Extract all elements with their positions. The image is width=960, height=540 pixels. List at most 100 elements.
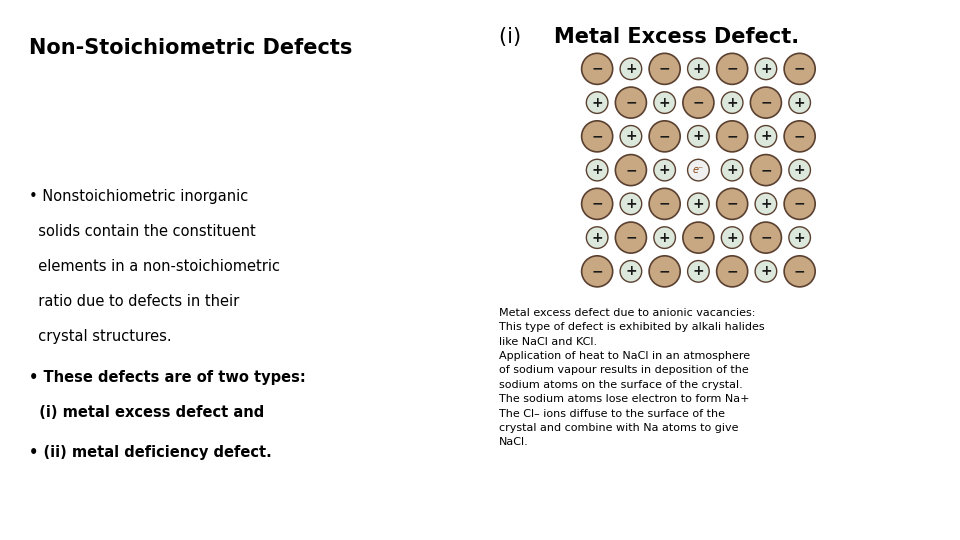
Circle shape (620, 261, 641, 282)
Text: Metal excess defect due to anionic vacancies:
This type of defect is exhibited b: Metal excess defect due to anionic vacan… (499, 308, 765, 448)
Text: +: + (659, 231, 670, 245)
Circle shape (789, 92, 810, 113)
Circle shape (756, 193, 777, 215)
Text: −: − (760, 231, 772, 245)
Circle shape (784, 53, 815, 84)
Circle shape (716, 53, 748, 84)
Text: +: + (760, 197, 772, 211)
Text: +: + (625, 265, 636, 278)
Text: +: + (727, 163, 738, 177)
Text: −: − (794, 62, 805, 76)
Circle shape (649, 188, 681, 219)
Text: −: − (659, 130, 670, 143)
Text: +: + (794, 163, 805, 177)
Text: −: − (794, 130, 805, 143)
Text: −: − (625, 96, 636, 110)
Text: +: + (692, 197, 705, 211)
Circle shape (756, 58, 777, 79)
Text: +: + (659, 163, 670, 177)
Circle shape (683, 87, 714, 118)
Circle shape (756, 126, 777, 147)
Text: −: − (727, 197, 738, 211)
Circle shape (784, 256, 815, 287)
Circle shape (620, 126, 641, 147)
Text: Non-Stoichiometric Defects: Non-Stoichiometric Defects (29, 38, 352, 58)
Circle shape (654, 159, 676, 181)
Text: −: − (760, 96, 772, 110)
Circle shape (615, 222, 646, 253)
Circle shape (587, 92, 608, 113)
Circle shape (687, 126, 709, 147)
Text: +: + (625, 62, 636, 76)
Text: +: + (727, 96, 738, 110)
Circle shape (756, 261, 777, 282)
Circle shape (721, 227, 743, 248)
Text: +: + (659, 96, 670, 110)
Text: +: + (591, 163, 603, 177)
Circle shape (721, 159, 743, 181)
Circle shape (721, 92, 743, 113)
Text: • These defects are of two types:: • These defects are of two types: (29, 370, 305, 385)
Circle shape (751, 154, 781, 186)
Circle shape (789, 227, 810, 248)
Text: −: − (659, 197, 670, 211)
Circle shape (751, 222, 781, 253)
Text: • (ii) metal deficiency defect.: • (ii) metal deficiency defect. (29, 446, 272, 461)
Circle shape (587, 227, 608, 248)
Circle shape (620, 193, 641, 215)
Circle shape (716, 121, 748, 152)
Text: −: − (727, 265, 738, 278)
Text: −: − (794, 265, 805, 278)
Circle shape (649, 121, 681, 152)
Text: +: + (625, 130, 636, 143)
Circle shape (687, 261, 709, 282)
Text: +: + (692, 265, 705, 278)
Text: −: − (591, 197, 603, 211)
Text: Metal Excess Defect.: Metal Excess Defect. (555, 27, 800, 47)
Circle shape (615, 87, 646, 118)
Text: solids contain the constituent: solids contain the constituent (29, 224, 255, 239)
Circle shape (615, 154, 646, 186)
Text: −: − (692, 231, 705, 245)
Text: +: + (692, 130, 705, 143)
Text: (i): (i) (499, 27, 528, 47)
Text: +: + (794, 231, 805, 245)
Text: −: − (727, 62, 738, 76)
Circle shape (687, 193, 709, 215)
Text: −: − (727, 130, 738, 143)
Circle shape (687, 58, 709, 79)
Text: (i) metal excess defect and: (i) metal excess defect and (29, 405, 264, 420)
Circle shape (582, 256, 612, 287)
Circle shape (687, 159, 709, 181)
Text: +: + (591, 231, 603, 245)
Circle shape (649, 53, 681, 84)
Circle shape (654, 227, 676, 248)
Circle shape (587, 159, 608, 181)
Text: +: + (727, 231, 738, 245)
Text: −: − (591, 265, 603, 278)
Circle shape (654, 92, 676, 113)
Circle shape (751, 87, 781, 118)
Text: −: − (692, 96, 705, 110)
Circle shape (582, 121, 612, 152)
Text: +: + (760, 130, 772, 143)
Text: +: + (625, 197, 636, 211)
Text: ratio due to defects in their: ratio due to defects in their (29, 294, 239, 309)
Circle shape (620, 58, 641, 79)
Text: elements in a non-stoichiometric: elements in a non-stoichiometric (29, 259, 279, 274)
Circle shape (784, 121, 815, 152)
Text: +: + (692, 62, 705, 76)
Text: −: − (625, 231, 636, 245)
Circle shape (716, 256, 748, 287)
Text: −: − (794, 197, 805, 211)
Text: −: − (591, 130, 603, 143)
Text: −: − (659, 265, 670, 278)
Circle shape (716, 188, 748, 219)
Circle shape (683, 222, 714, 253)
Text: +: + (591, 96, 603, 110)
Text: +: + (760, 265, 772, 278)
Circle shape (784, 188, 815, 219)
Text: crystal structures.: crystal structures. (29, 329, 172, 345)
Text: −: − (591, 62, 603, 76)
Text: +: + (760, 62, 772, 76)
